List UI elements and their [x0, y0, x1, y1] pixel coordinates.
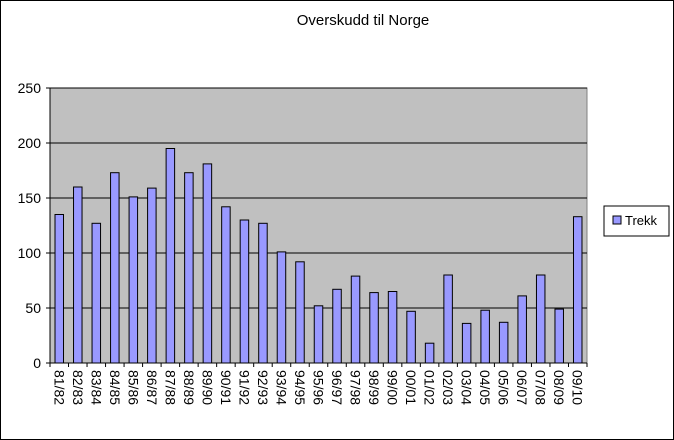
x-tick-label: 02/03: [440, 370, 456, 405]
y-tick-label: 200: [18, 135, 42, 151]
y-tick-label: 0: [33, 355, 41, 371]
bar-07-08: [535, 274, 546, 364]
y-axis-ticks: 0 50 100 150 200 250: [18, 80, 50, 371]
bar-85-86: [128, 196, 139, 364]
bar-96-97: [332, 288, 342, 364]
bar-09-10: [572, 216, 583, 364]
bar-97-98: [350, 275, 361, 364]
y-tick-label: 150: [18, 190, 42, 206]
x-tick-label: 04/05: [477, 370, 493, 405]
x-tick-label: 86/87: [144, 370, 160, 405]
x-tick-label: 03/04: [459, 370, 475, 405]
x-tick-label: 01/02: [422, 370, 438, 405]
x-tick-label: 98/99: [366, 370, 382, 405]
legend-swatch: [612, 215, 622, 225]
legend-label: Trekk: [625, 213, 658, 228]
bar-87-88: [165, 148, 176, 364]
x-tick-label: 88/89: [181, 370, 197, 405]
x-tick-label: 09/10: [570, 370, 586, 405]
bar-84-85: [110, 172, 120, 364]
y-tick-label: 50: [25, 300, 41, 316]
x-tick-label: 94/95: [292, 370, 308, 405]
x-tick-label: 91/92: [236, 370, 252, 405]
y-tick-label: 250: [18, 80, 42, 96]
x-tick-label: 08/09: [551, 370, 567, 405]
bar-99-00: [387, 291, 398, 364]
x-tick-label: 90/91: [218, 370, 234, 405]
bar-91-92: [239, 219, 250, 364]
x-tick-label: 81/82: [51, 370, 67, 405]
bar-92-93: [258, 222, 268, 364]
x-tick-label: 06/07: [514, 370, 530, 405]
bar-86-87: [147, 187, 157, 364]
x-tick-label: 96/97: [329, 370, 345, 405]
x-tick-label: 00/01: [403, 370, 419, 405]
bar-90-91: [221, 206, 231, 364]
x-tick-label: 82/83: [70, 370, 86, 405]
bar-00-01: [406, 310, 416, 364]
x-tick-label: 87/88: [162, 370, 178, 405]
bar-98-99: [369, 292, 379, 364]
x-tick-label: 07/08: [533, 370, 549, 405]
x-tick-label: 05/06: [496, 370, 512, 405]
bar-03-04: [461, 322, 472, 364]
legend: Trekk: [603, 205, 670, 237]
x-tick-label: 92/93: [255, 370, 271, 405]
bar-81-82: [54, 214, 65, 364]
x-tick-label: 84/85: [107, 370, 123, 405]
bar-05-06: [498, 321, 509, 364]
bar-89-90: [202, 163, 213, 364]
bar-94-95: [295, 261, 305, 364]
x-axis-ticks: 81/82 82/83 83/84 84/85 85/86 86/87 87/88 88/89…: [49, 363, 588, 405]
bar-06-07: [517, 295, 527, 364]
bar-95-96: [313, 305, 324, 364]
y-tick-label: 100: [18, 245, 42, 261]
gridlines: [50, 87, 587, 309]
x-tick-label: 93/94: [273, 370, 289, 405]
x-tick-label: 83/84: [88, 370, 104, 405]
bar-04-05: [480, 309, 490, 364]
bar-01-02: [424, 342, 435, 364]
x-tick-label: 95/96: [311, 370, 327, 405]
bar-08-09: [554, 308, 564, 364]
bar-88-89: [184, 172, 194, 364]
x-tick-label: 89/90: [199, 370, 215, 405]
bar-82-83: [73, 186, 83, 364]
x-tick-label: 99/00: [385, 370, 401, 405]
x-tick-label: 85/86: [125, 370, 141, 405]
x-tick-label: 97/98: [348, 370, 364, 405]
bar-83-84: [91, 222, 102, 364]
bar-93-94: [276, 251, 287, 364]
bar-02-03: [443, 274, 453, 364]
chart-title: Overskudd til Norge: [297, 12, 430, 29]
